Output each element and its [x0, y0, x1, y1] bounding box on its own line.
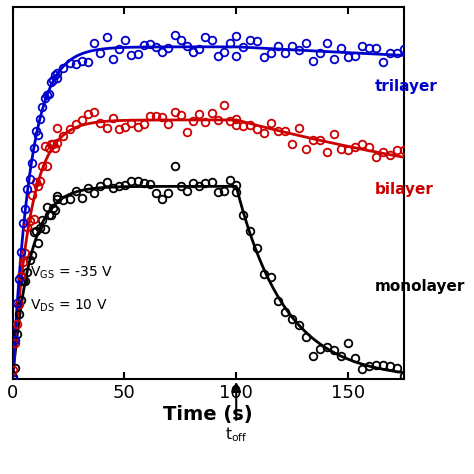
Text: bilayer: bilayer [375, 182, 434, 197]
X-axis label: Time (s): Time (s) [164, 405, 253, 424]
Text: V$_{\mathregular{DS}}$ = 10 V: V$_{\mathregular{DS}}$ = 10 V [30, 298, 108, 314]
Text: V$_{\mathregular{GS}}$ = -35 V: V$_{\mathregular{GS}}$ = -35 V [30, 264, 113, 281]
Text: trilayer: trilayer [375, 79, 438, 94]
Text: t$_{\mathregular{off}}$: t$_{\mathregular{off}}$ [225, 384, 247, 444]
Text: monolayer: monolayer [375, 279, 465, 293]
